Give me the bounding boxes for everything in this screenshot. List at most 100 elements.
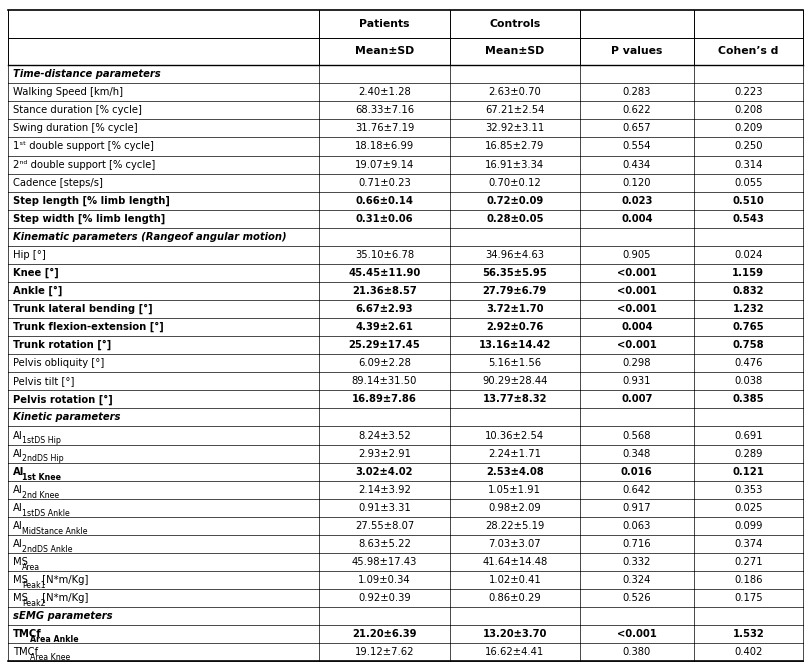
Text: [N*m/Kg]: [N*m/Kg] (39, 593, 88, 603)
Text: <0.001: <0.001 (617, 304, 657, 314)
Text: 1.05±1.91: 1.05±1.91 (488, 485, 541, 495)
Text: 0.716: 0.716 (622, 539, 651, 549)
Text: 1.232: 1.232 (733, 304, 764, 314)
Text: 13.16±14.42: 13.16±14.42 (479, 340, 551, 350)
Text: 13.77±8.32: 13.77±8.32 (483, 394, 547, 404)
Text: <0.001: <0.001 (617, 268, 657, 278)
Text: 0.691: 0.691 (734, 430, 763, 440)
Text: 0.314: 0.314 (734, 160, 763, 170)
Text: 0.353: 0.353 (734, 485, 763, 495)
Text: 45.98±17.43: 45.98±17.43 (352, 557, 417, 567)
Text: 2.93±2.91: 2.93±2.91 (358, 449, 411, 458)
Text: 8.24±3.52: 8.24±3.52 (358, 430, 411, 440)
Text: Stance duration [% cycle]: Stance duration [% cycle] (13, 106, 142, 116)
Text: 0.332: 0.332 (623, 557, 651, 567)
Text: 16.62±4.41: 16.62±4.41 (485, 647, 545, 657)
Text: 0.023: 0.023 (621, 196, 653, 206)
Text: 1stDS Ankle: 1stDS Ankle (22, 509, 69, 518)
Text: Area: Area (22, 563, 40, 572)
Text: 5.16±1.56: 5.16±1.56 (488, 358, 541, 368)
Text: 0.374: 0.374 (734, 539, 763, 549)
Text: 0.283: 0.283 (623, 88, 651, 98)
Text: sEMG parameters: sEMG parameters (13, 611, 112, 621)
Text: 2.53±4.08: 2.53±4.08 (486, 467, 544, 477)
Text: 2.63±0.70: 2.63±0.70 (488, 88, 541, 98)
Text: Mean±SD: Mean±SD (355, 46, 414, 56)
Text: 0.120: 0.120 (622, 178, 651, 188)
Text: 0.28±0.05: 0.28±0.05 (486, 214, 544, 224)
Text: 6.09±2.28: 6.09±2.28 (358, 358, 411, 368)
Text: 0.038: 0.038 (734, 376, 763, 386)
Text: 0.86±0.29: 0.86±0.29 (488, 593, 541, 603)
Text: Trunk flexion-extension [°]: Trunk flexion-extension [°] (13, 322, 164, 332)
Text: 0.063: 0.063 (623, 521, 651, 531)
Text: 3.72±1.70: 3.72±1.70 (486, 304, 544, 314)
Text: 16.85±2.79: 16.85±2.79 (485, 142, 545, 152)
Text: 41.64±14.48: 41.64±14.48 (483, 557, 547, 567)
Text: 0.832: 0.832 (733, 286, 764, 296)
Text: 0.91±3.31: 0.91±3.31 (358, 503, 411, 513)
Text: AI: AI (13, 503, 23, 513)
Text: Pelvis obliquity [°]: Pelvis obliquity [°] (13, 358, 104, 368)
Text: 0.917: 0.917 (622, 503, 651, 513)
Text: 2ndDS Hip: 2ndDS Hip (22, 454, 64, 464)
Text: 0.931: 0.931 (622, 376, 651, 386)
Text: 2ⁿᵈ double support [% cycle]: 2ⁿᵈ double support [% cycle] (13, 160, 155, 170)
Text: 0.476: 0.476 (734, 358, 763, 368)
Text: Kinetic parameters: Kinetic parameters (13, 412, 120, 422)
Text: 0.568: 0.568 (622, 430, 651, 440)
Text: Step width [% limb length]: Step width [% limb length] (13, 214, 165, 224)
Text: 0.348: 0.348 (623, 449, 651, 458)
Text: 7.03±3.07: 7.03±3.07 (488, 539, 541, 549)
Text: 4.39±2.61: 4.39±2.61 (356, 322, 413, 332)
Text: Walking Speed [km/h]: Walking Speed [km/h] (13, 88, 123, 98)
Text: MS: MS (13, 575, 27, 585)
Text: Ankle [°]: Ankle [°] (13, 286, 62, 296)
Text: 16.89±7.86: 16.89±7.86 (352, 394, 417, 404)
Text: 27.79±6.79: 27.79±6.79 (483, 286, 547, 296)
Text: Trunk rotation [°]: Trunk rotation [°] (13, 340, 111, 351)
Text: [N*m/Kg]: [N*m/Kg] (39, 575, 88, 585)
Text: AI: AI (13, 521, 23, 531)
Text: 0.510: 0.510 (733, 196, 764, 206)
Text: 0.004: 0.004 (621, 322, 653, 332)
Text: 90.29±28.44: 90.29±28.44 (482, 376, 548, 386)
Text: 1.02±0.41: 1.02±0.41 (488, 575, 541, 585)
Text: Cohen’s d: Cohen’s d (718, 46, 779, 56)
Text: Swing duration [% cycle]: Swing duration [% cycle] (13, 124, 137, 134)
Text: Cadence [steps/s]: Cadence [steps/s] (13, 178, 102, 188)
Text: 0.025: 0.025 (734, 503, 763, 513)
Text: Patients: Patients (359, 19, 410, 29)
Text: Area Knee: Area Knee (30, 653, 70, 662)
Text: 89.14±31.50: 89.14±31.50 (352, 376, 417, 386)
Text: 0.905: 0.905 (622, 250, 651, 260)
Text: 2ndDS Ankle: 2ndDS Ankle (22, 545, 73, 554)
Text: 0.402: 0.402 (734, 647, 763, 657)
Text: 18.18±6.99: 18.18±6.99 (355, 142, 414, 152)
Text: 0.622: 0.622 (622, 106, 651, 116)
Text: 2.40±1.28: 2.40±1.28 (358, 88, 411, 98)
Text: 0.98±2.09: 0.98±2.09 (488, 503, 541, 513)
Text: 0.434: 0.434 (623, 160, 651, 170)
Text: 0.016: 0.016 (621, 467, 653, 477)
Text: 25.29±17.45: 25.29±17.45 (349, 340, 420, 350)
Text: Hip [°]: Hip [°] (13, 250, 46, 260)
Text: MS: MS (13, 557, 27, 567)
Text: 21.20±6.39: 21.20±6.39 (352, 629, 416, 639)
Text: 0.92±0.39: 0.92±0.39 (358, 593, 411, 603)
Text: 0.71±0.23: 0.71±0.23 (358, 178, 411, 188)
Text: 0.70±0.12: 0.70±0.12 (488, 178, 541, 188)
Text: 0.380: 0.380 (623, 647, 651, 657)
Text: 0.208: 0.208 (734, 106, 763, 116)
Text: <0.001: <0.001 (617, 340, 657, 350)
Text: 0.31±0.06: 0.31±0.06 (356, 214, 413, 224)
Text: 1.09±0.34: 1.09±0.34 (358, 575, 411, 585)
Text: 0.66±0.14: 0.66±0.14 (356, 196, 413, 206)
Text: 31.76±7.19: 31.76±7.19 (355, 124, 414, 134)
Text: 32.92±3.11: 32.92±3.11 (485, 124, 545, 134)
Text: 68.33±7.16: 68.33±7.16 (355, 106, 414, 116)
Text: 1st Knee: 1st Knee (22, 472, 61, 482)
Text: 0.209: 0.209 (734, 124, 763, 134)
Text: Knee [°]: Knee [°] (13, 268, 59, 278)
Text: Mean±SD: Mean±SD (485, 46, 545, 56)
